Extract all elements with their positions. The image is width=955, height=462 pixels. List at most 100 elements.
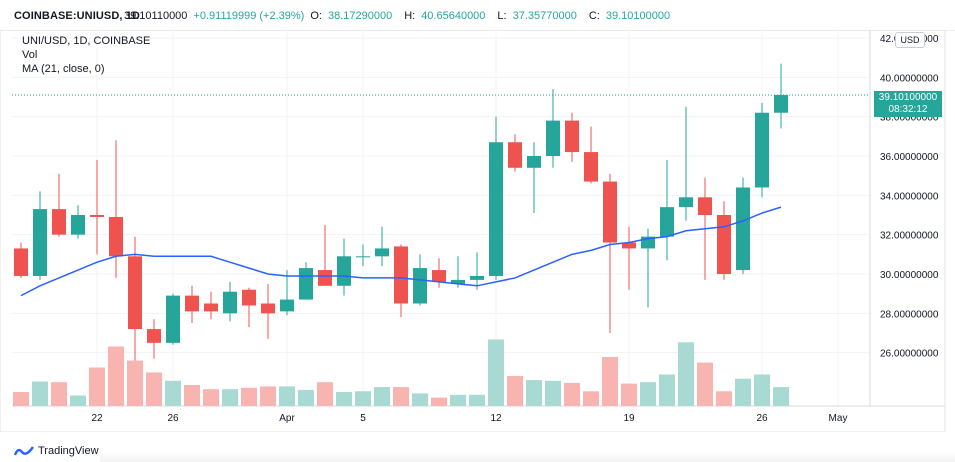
chart-area[interactable]: 26.00000000 28.00000000 30.00000000 32.0000… (0, 29, 955, 433)
candle-body (432, 270, 446, 282)
candle-body (660, 207, 674, 237)
candle-body (337, 256, 351, 286)
candle-body (717, 215, 731, 274)
candle-body (185, 295, 199, 312)
high-value: 40.65640000 (421, 10, 486, 22)
candle-body (318, 270, 332, 286)
candle-body (774, 95, 788, 113)
time-tick-label: 12 (490, 413, 502, 424)
candle-body (147, 329, 161, 343)
time-tick-label: Apr (279, 413, 295, 424)
candle-body (166, 295, 180, 343)
candle-body (242, 289, 256, 306)
candle-body (261, 303, 275, 314)
candle-body (14, 248, 28, 276)
tradingview-logo-icon (14, 446, 34, 456)
candle-body (204, 303, 218, 312)
volume-bar (298, 389, 314, 406)
volume-bar (203, 389, 219, 406)
volume-bar (32, 381, 48, 406)
last-price-tag: 39.10100000 08:32:12 (874, 91, 942, 117)
volume-bar (108, 346, 124, 406)
low-label: L: (497, 10, 507, 22)
candle-body (33, 209, 47, 276)
price-tick-label: 38.00000000 (880, 113, 939, 124)
candle-body (356, 256, 370, 258)
volume-bar (602, 357, 618, 406)
close-value: 39.10100000 (605, 10, 671, 22)
volume-bar (754, 374, 770, 406)
price-tick-label: 30.00000000 (880, 270, 939, 281)
candle-body (280, 299, 294, 312)
chart-legend: UNI/USD, 1D, COINBASE Vol MA (21, close,… (22, 34, 150, 76)
volume-bar (526, 380, 542, 406)
price-tick-label: 34.00000000 (880, 191, 939, 202)
price-tick-label: 32.00000000 (880, 231, 939, 242)
volume-bar (222, 389, 238, 406)
price-axis: 26.00000000 28.00000000 30.00000000 32.0000… (880, 34, 939, 360)
price-tick-label: 40.00000000 (880, 73, 939, 84)
volume-bar (317, 382, 333, 406)
candle-body (527, 156, 541, 168)
volume-bar (127, 360, 143, 406)
price-tick-label: 26.00000000 (880, 349, 939, 360)
volume-bar (697, 362, 713, 406)
time-axis: 22 26 Apr 5 12 19 26 May (91, 413, 847, 424)
candle-body (71, 215, 85, 235)
symbol-header: COINBASE:UNIUSD, 1D 39.10110000 +0.911199… (0, 0, 955, 31)
volume-bar (678, 342, 694, 406)
last-price-label: 39.10100000 (878, 92, 938, 103)
candle-body (299, 268, 313, 300)
open-value: 38.17290000 (327, 10, 393, 22)
tradingview-logo[interactable]: TradingView (14, 443, 99, 459)
volume-bar (659, 374, 675, 406)
candle-body (584, 152, 598, 182)
candle-body (508, 142, 522, 168)
volume-bar (241, 387, 257, 406)
volume-bar (773, 387, 789, 406)
volume-bar (564, 382, 580, 406)
symbol-label[interactable]: COINBASE:UNIUSD, 1D (14, 10, 140, 22)
candle-body (394, 246, 408, 304)
change-value: +0.91119999 (+2.39%) (193, 10, 305, 22)
candle-body (128, 256, 142, 330)
currency-badge[interactable]: USD (895, 32, 925, 48)
candle-body (451, 279, 465, 284)
bottom-shadow (100, 452, 955, 462)
candle-body (109, 216, 123, 257)
candle-body (489, 142, 503, 276)
volume-bar (640, 382, 656, 406)
volume-bar (70, 395, 86, 406)
volume-bar (184, 385, 200, 406)
volume-bar (412, 393, 428, 406)
volume-bar (336, 392, 352, 406)
open-label: O: (310, 10, 322, 22)
volume-bar (374, 387, 390, 406)
volume-bar (146, 372, 162, 406)
candle-body (622, 242, 636, 249)
volume-bar (545, 380, 561, 406)
volume-bar (165, 380, 181, 406)
volume-bar (469, 394, 485, 406)
volume-bar (260, 386, 276, 406)
volume-bars (13, 339, 789, 406)
price-tick-label: 36.00000000 (880, 152, 939, 163)
volume-bar (507, 375, 523, 406)
close-label: C: (588, 10, 600, 22)
volume-bar (488, 339, 504, 406)
volume-bar (51, 382, 67, 406)
candle-body (375, 248, 389, 257)
time-tick-label: 26 (167, 413, 179, 424)
candle-body (755, 112, 769, 188)
last-value: 39.10110000 (124, 10, 188, 22)
price-chart[interactable]: 26.00000000 28.00000000 30.00000000 32.0000… (0, 29, 955, 433)
candle-body (679, 197, 693, 208)
legend-title[interactable]: UNI/USD, 1D, COINBASE (22, 35, 151, 47)
legend-volume[interactable]: Vol (22, 49, 38, 61)
countdown-label: 08:32:12 (888, 104, 928, 115)
legend-ma[interactable]: MA (21, close, 0) (22, 63, 105, 75)
volume-bar (13, 392, 29, 406)
candle-body (223, 291, 237, 314)
high-label: H: (404, 10, 416, 22)
candle-body (52, 209, 66, 235)
